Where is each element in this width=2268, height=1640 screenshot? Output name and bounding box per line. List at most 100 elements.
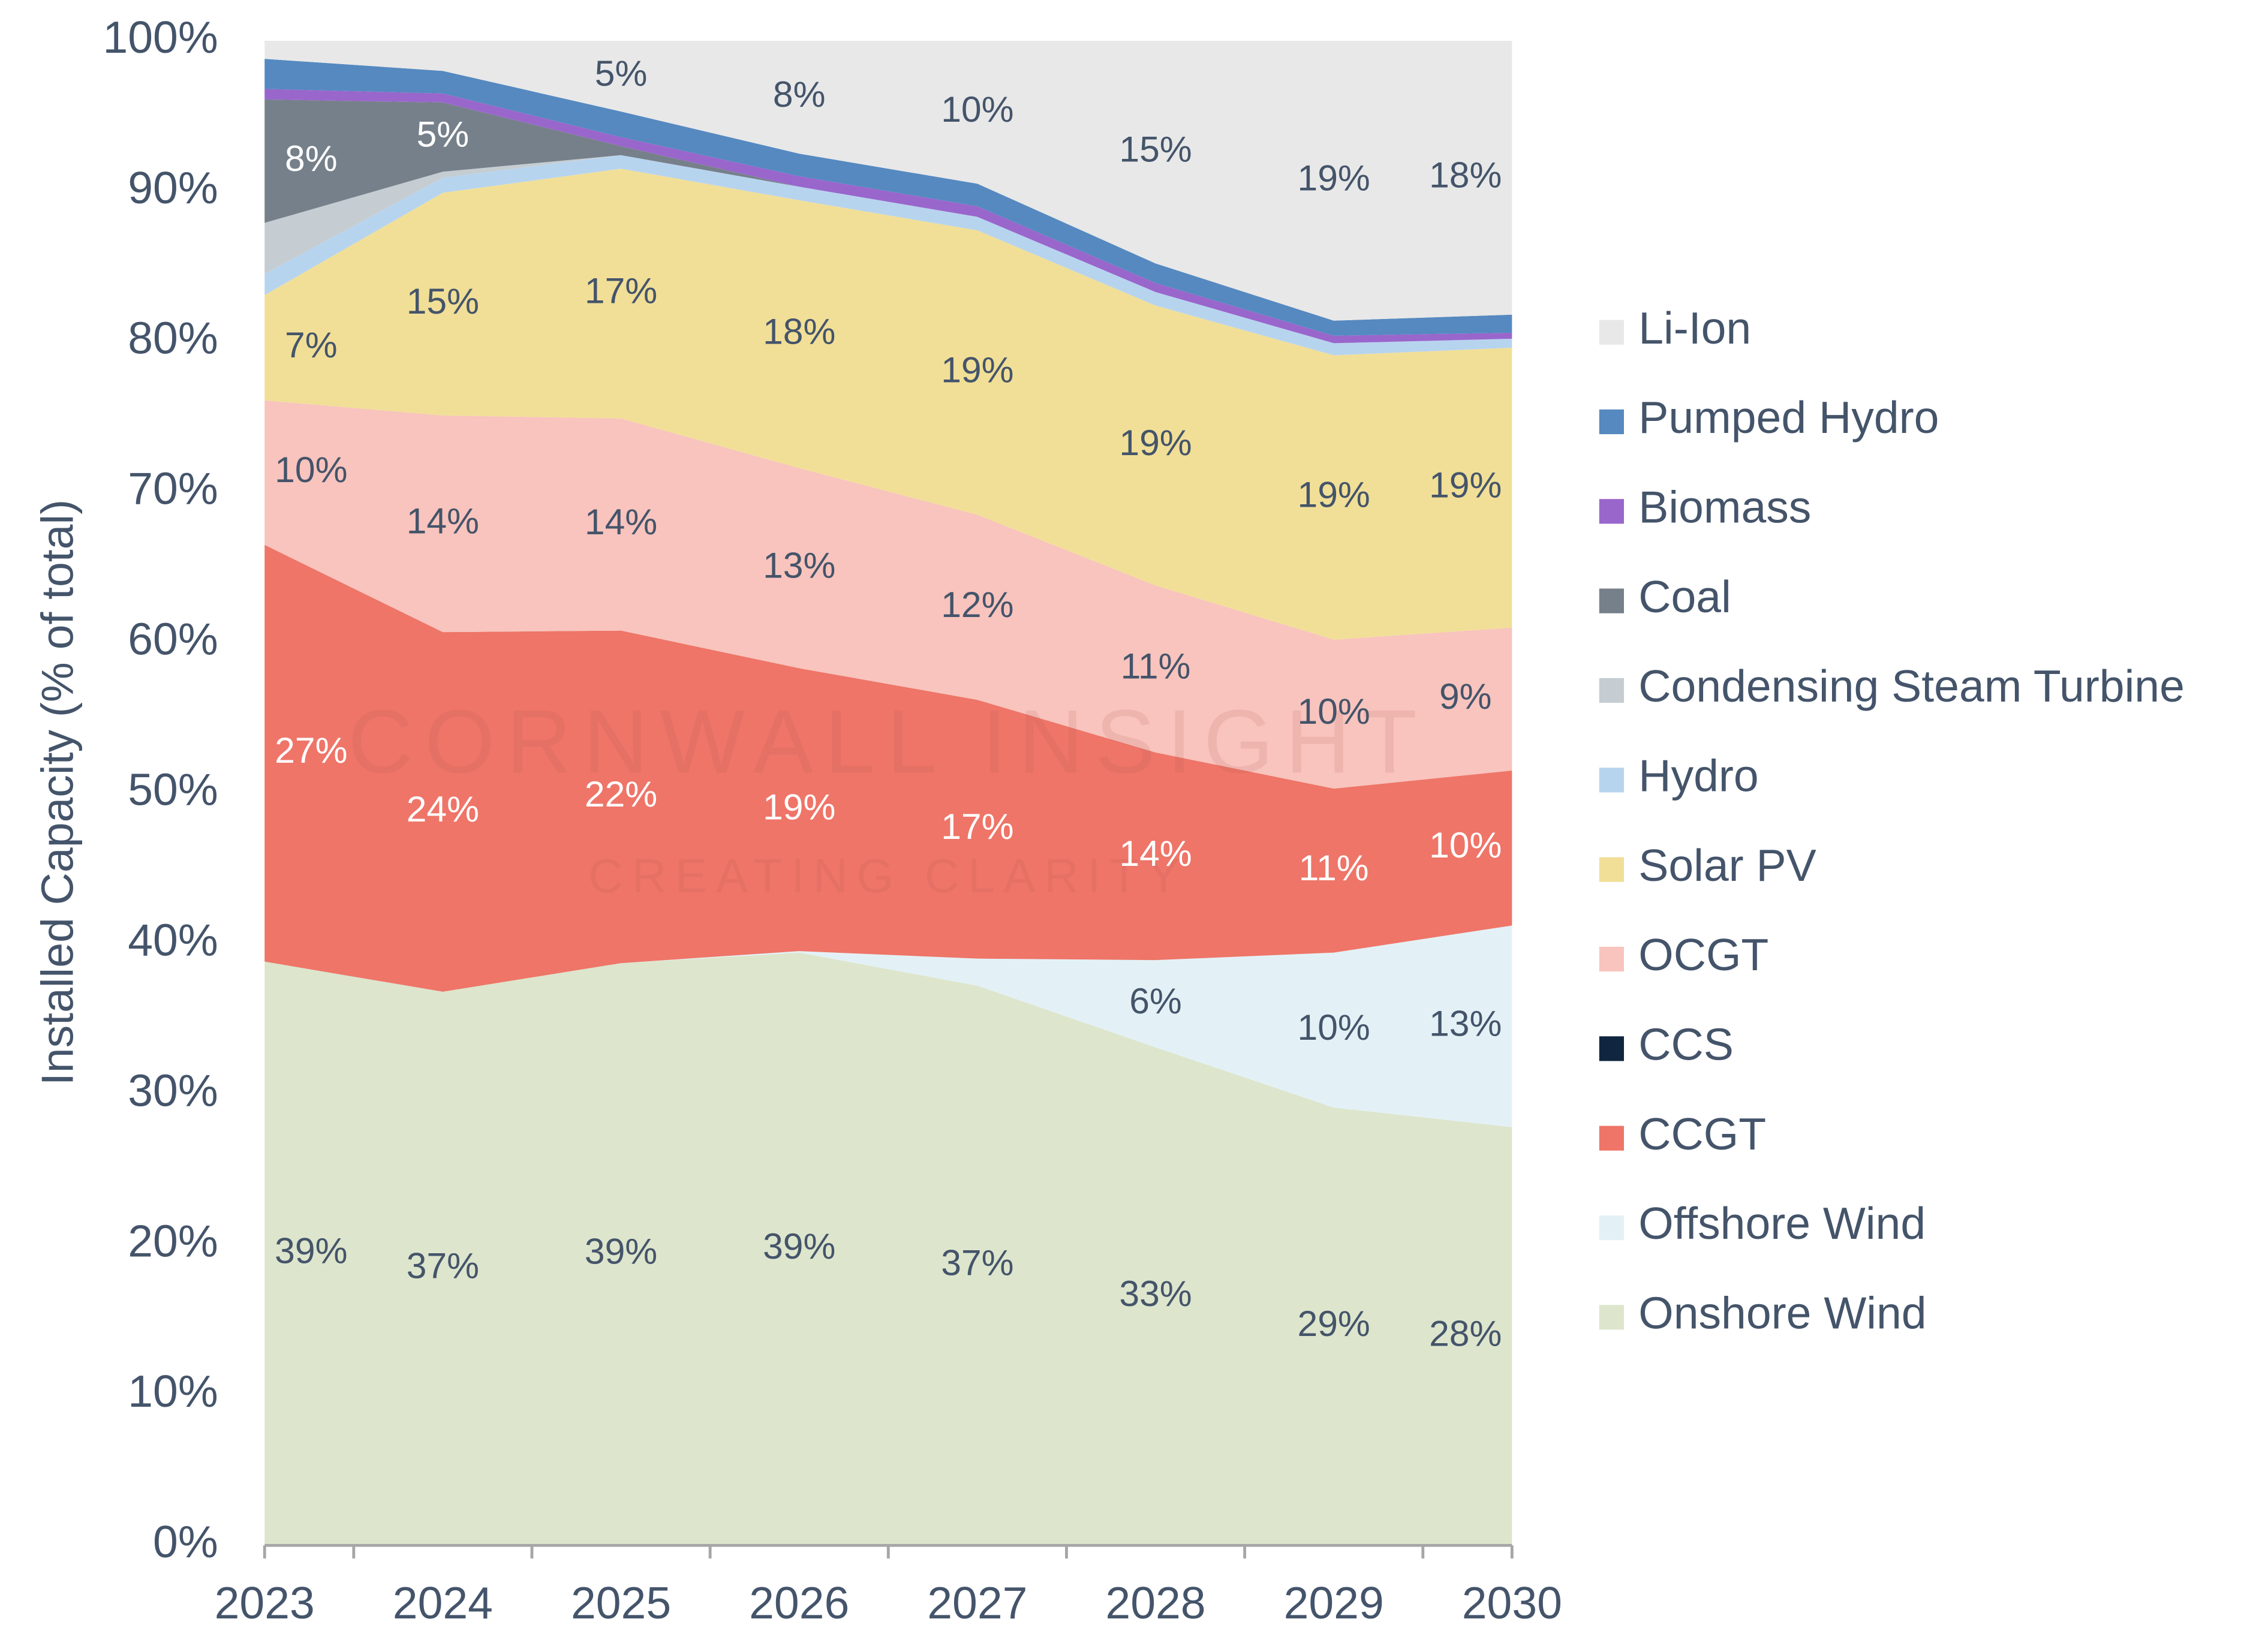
legend-swatch [1599, 768, 1625, 793]
data-label: 5% [417, 114, 470, 155]
data-label: 27% [275, 730, 347, 771]
x-tick-label: 2023 [215, 1578, 315, 1628]
area [264, 99, 1512, 344]
area [264, 59, 1512, 336]
data-label: 14% [407, 501, 479, 541]
data-label: 10% [275, 449, 347, 490]
x-tick-label: 2024 [393, 1578, 493, 1628]
x-tick-label: 2030 [1462, 1578, 1562, 1628]
legend-swatch [1599, 588, 1625, 613]
legend-label: CCS [1638, 1019, 1734, 1069]
y-tick-label: 10% [128, 1366, 218, 1416]
area [264, 168, 1512, 640]
area [264, 952, 1512, 1546]
legend-label: CCGT [1638, 1109, 1766, 1159]
area [264, 41, 1512, 321]
legend-label: Offshore Wind [1638, 1198, 1926, 1248]
data-label: 14% [585, 501, 657, 542]
data-labels: 39% 37% 39% 39% 37% 33% 29% 28% 6% 10% 13% 27% 24% 22… [275, 53, 1502, 1353]
x-tick-label: 2025 [571, 1578, 671, 1628]
legend-label: Coal [1638, 571, 1731, 622]
data-label: 17% [941, 806, 1013, 847]
data-label: 22% [585, 774, 657, 814]
legend-swatch [1599, 678, 1625, 703]
legend-swatch [1599, 1215, 1625, 1241]
legend-label: Onshore Wind [1638, 1288, 1926, 1338]
data-label: 19% [763, 786, 835, 827]
legend-swatch [1599, 1036, 1625, 1061]
data-label: 18% [763, 311, 835, 351]
plot-areas [264, 41, 1512, 1546]
data-label: 19% [941, 349, 1013, 390]
data-label: 29% [1298, 1303, 1370, 1344]
x-tick-label: 2028 [1105, 1578, 1205, 1628]
data-label: 39% [585, 1231, 657, 1272]
data-label: 14% [1119, 833, 1192, 874]
y-tick-label: 0% [153, 1516, 218, 1567]
data-label: 37% [941, 1242, 1013, 1283]
legend-swatch [1599, 499, 1625, 524]
data-label: 12% [941, 584, 1013, 625]
legend-label: OCGT [1638, 929, 1768, 980]
legend-label: Hydro [1638, 750, 1758, 801]
y-tick-label: 60% [128, 614, 218, 664]
watermark-title: CORNWALL INSIGHT [348, 691, 1428, 792]
area [264, 400, 1512, 789]
data-label: 11% [1299, 847, 1369, 888]
legend-swatch [1599, 1305, 1625, 1330]
data-label: 18% [1429, 154, 1502, 195]
y-tick-label: 80% [128, 313, 218, 363]
watermark: CORNWALL INSIGHT CREATING CLARITY [348, 691, 1428, 902]
x-tick-label: 2027 [927, 1578, 1027, 1628]
y-axis-title: Installed Capacity (% of total) [32, 499, 83, 1085]
area [264, 544, 1512, 992]
y-tick-label: 100% [103, 12, 218, 62]
data-label: 33% [1119, 1273, 1192, 1314]
data-label: 8% [773, 74, 826, 115]
y-tick-label: 70% [128, 464, 218, 514]
data-label: 13% [763, 545, 835, 586]
x-tick-label: 2026 [749, 1578, 849, 1628]
data-label: 9% [1439, 676, 1492, 717]
legend-swatch [1599, 946, 1625, 972]
legend-label: Solar PV [1638, 840, 1816, 890]
data-label: 19% [1429, 464, 1502, 505]
data-label: 19% [1298, 474, 1370, 515]
legend-swatch [1599, 1126, 1625, 1151]
y-tick-label: 90% [128, 163, 218, 213]
x-tick-label: 2029 [1284, 1578, 1384, 1628]
data-label: 19% [1298, 157, 1370, 198]
data-label: 7% [285, 324, 338, 365]
data-label: 17% [585, 270, 657, 311]
legend-label: Condensing Steam Turbine [1638, 661, 2185, 711]
data-label: 28% [1429, 1313, 1502, 1353]
legend-swatch [1599, 857, 1625, 882]
data-label: 5% [595, 53, 648, 94]
data-label: 8% [285, 138, 338, 179]
y-tick-label: 20% [128, 1215, 218, 1266]
data-label: 37% [407, 1245, 479, 1286]
legend-label: Pumped Hydro [1638, 392, 1939, 443]
y-tick-label: 50% [128, 765, 218, 815]
legend-swatch [1599, 320, 1625, 345]
data-label: 6% [1129, 980, 1182, 1021]
legend-swatch [1599, 409, 1625, 435]
data-label: 24% [407, 789, 479, 829]
data-label: 39% [275, 1230, 347, 1271]
y-tick-label: 30% [128, 1065, 218, 1115]
data-label: 19% [1119, 422, 1192, 463]
watermark-subtitle: CREATING CLARITY [588, 849, 1188, 902]
legend-label: Biomass [1638, 482, 1811, 532]
area [264, 155, 1512, 356]
data-label: 10% [1298, 1007, 1370, 1048]
data-label: 10% [1298, 691, 1370, 732]
area [264, 925, 1512, 1127]
data-label: 13% [1429, 1003, 1502, 1044]
data-label: 39% [763, 1226, 835, 1266]
data-label: 15% [1119, 129, 1192, 170]
data-label: 15% [407, 281, 479, 321]
data-label: 11% [1121, 646, 1191, 687]
legend: Li-Ion Pumped Hydro Biomass Coal Condensing … [1599, 303, 2185, 1338]
